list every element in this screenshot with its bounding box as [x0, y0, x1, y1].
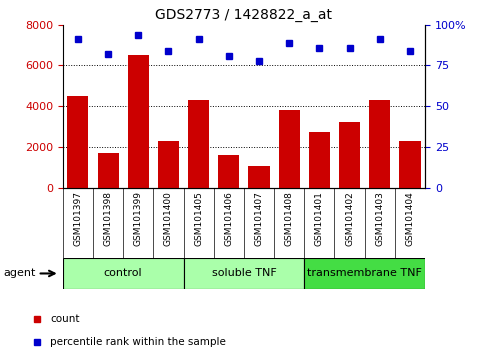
Bar [128, 55, 149, 188]
Text: GSM101400: GSM101400 [164, 191, 173, 246]
Bar [399, 141, 421, 188]
Bar [248, 166, 270, 188]
Title: GDS2773 / 1428822_a_at: GDS2773 / 1428822_a_at [156, 8, 332, 22]
Text: GSM101397: GSM101397 [73, 191, 83, 246]
Bar [309, 132, 330, 188]
Text: GSM101398: GSM101398 [103, 191, 113, 246]
Text: transmembrane TNF: transmembrane TNF [307, 268, 422, 279]
Text: GSM101399: GSM101399 [134, 191, 143, 246]
Bar [63, 258, 184, 289]
Text: GSM101401: GSM101401 [315, 191, 324, 246]
Bar [184, 258, 304, 289]
Bar [339, 122, 360, 188]
Text: GSM101404: GSM101404 [405, 191, 414, 246]
Text: GSM101403: GSM101403 [375, 191, 384, 246]
Text: GSM101406: GSM101406 [224, 191, 233, 246]
Text: agent: agent [3, 268, 36, 279]
Bar [279, 110, 300, 188]
Bar [218, 155, 240, 188]
Bar [67, 96, 88, 188]
Bar [98, 153, 119, 188]
Text: GSM101407: GSM101407 [255, 191, 264, 246]
Bar [188, 100, 209, 188]
Text: count: count [50, 314, 80, 324]
Text: GSM101408: GSM101408 [284, 191, 294, 246]
Text: control: control [104, 268, 142, 279]
Text: GSM101402: GSM101402 [345, 191, 354, 246]
Text: percentile rank within the sample: percentile rank within the sample [50, 337, 226, 347]
Text: GSM101405: GSM101405 [194, 191, 203, 246]
Bar [158, 141, 179, 188]
Bar [369, 100, 390, 188]
Text: soluble TNF: soluble TNF [212, 268, 276, 279]
Bar [304, 258, 425, 289]
